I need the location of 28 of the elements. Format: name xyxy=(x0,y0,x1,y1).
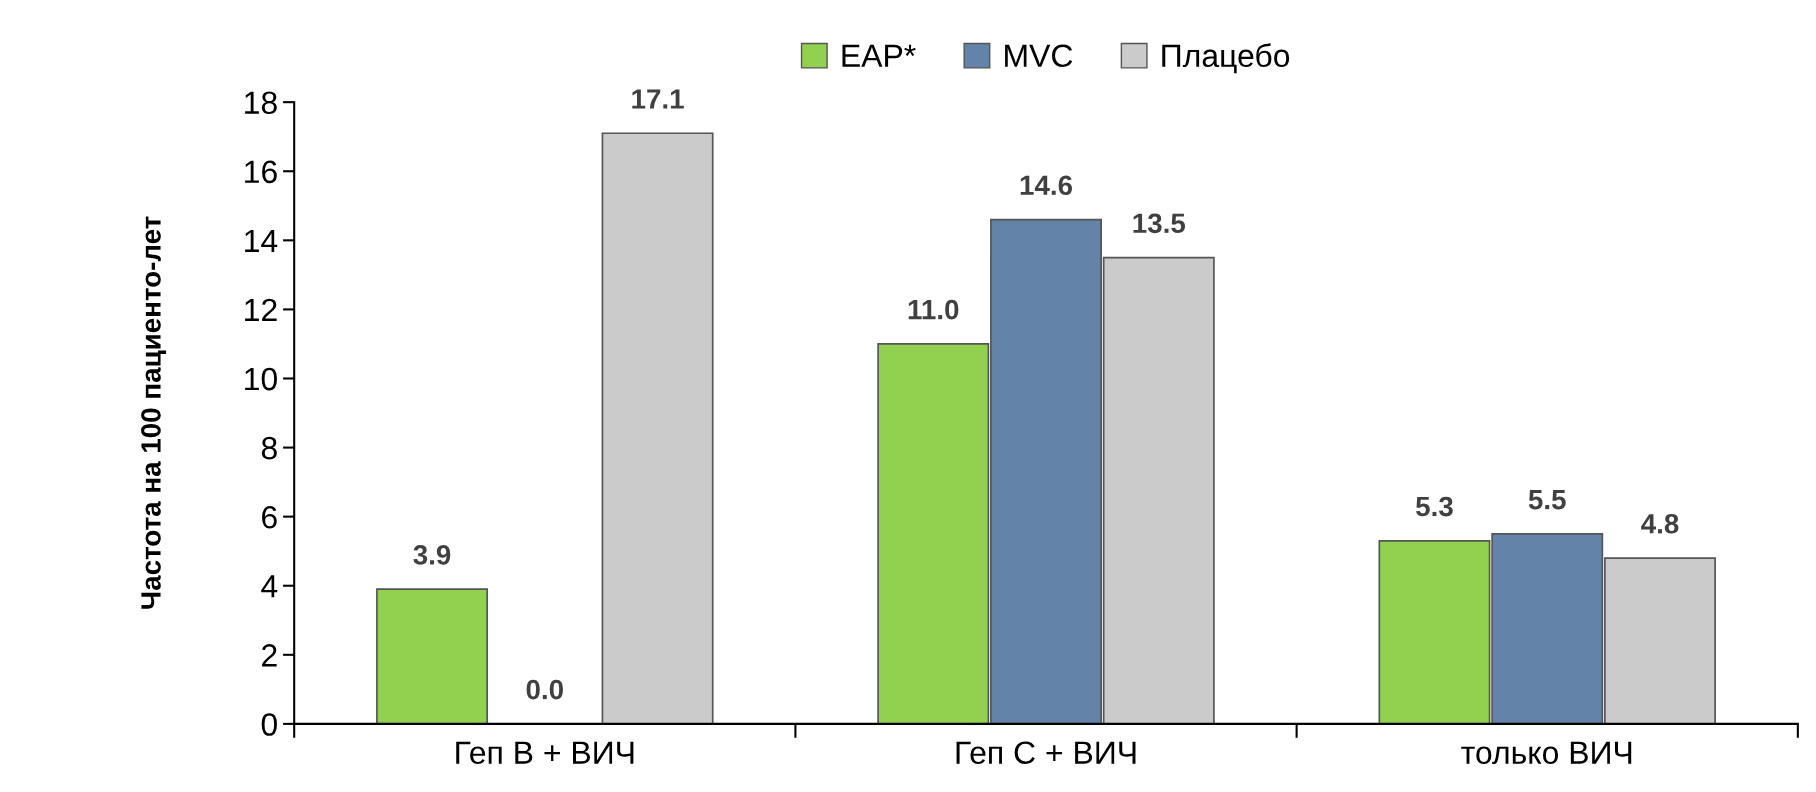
legend-label: Плацебо xyxy=(1162,43,1290,74)
data-label: 5.5 xyxy=(1528,490,1566,510)
legend-label: EAP* xyxy=(842,44,916,67)
y-tick-label: 8 xyxy=(261,436,277,460)
x-tick-label: Геп В + ВИЧ xyxy=(456,741,634,765)
y-axis-title: Частота на 100 пациенто-лет xyxy=(141,216,167,609)
data-label: 17.1 xyxy=(632,89,684,109)
x-tick-label: Геп С + ВИЧ xyxy=(956,741,1136,765)
bar xyxy=(601,132,714,724)
data-label: 3.9 xyxy=(413,545,451,565)
data-label: 14.6 xyxy=(1020,175,1073,196)
y-tick-label: 0 xyxy=(261,713,277,736)
y-tick-label: 6 xyxy=(262,505,277,529)
y-tick-label: 12 xyxy=(245,298,277,321)
data-label: 11.0 xyxy=(908,299,959,320)
y-tick-label: 14 xyxy=(245,229,278,252)
legend-label: MVC xyxy=(1005,44,1073,68)
y-tick-label: 16 xyxy=(245,160,277,184)
y-tick-label: 10 xyxy=(245,367,277,391)
y-tick-label: 2 xyxy=(262,644,277,667)
bar xyxy=(376,588,488,724)
y-tick-label: 4 xyxy=(261,575,278,598)
data-label: 0.0 xyxy=(526,679,563,700)
data-label: 4.8 xyxy=(1641,513,1679,534)
data-label: 13.5 xyxy=(1133,213,1186,234)
x-tick-label: только ВИЧ xyxy=(1461,741,1632,765)
y-tick-label: 18 xyxy=(245,91,277,115)
data-label: 5.3 xyxy=(1416,496,1453,517)
